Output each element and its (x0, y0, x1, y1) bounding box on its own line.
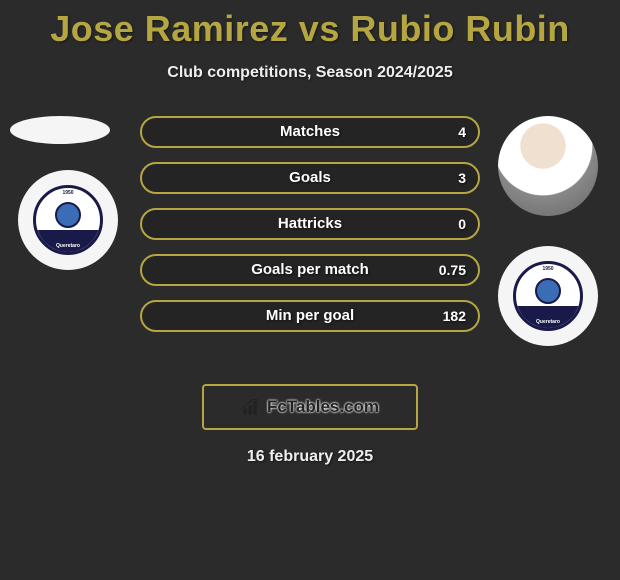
stat-label: Min per goal (142, 302, 478, 330)
club-badge-text-top: 1950 (542, 266, 553, 272)
stat-value-right: 4 (458, 118, 466, 146)
stat-bar: Min per goal 182 (140, 300, 480, 332)
stat-label: Hattricks (142, 210, 478, 238)
player-right-club-badge: 1950 Queretaro (498, 246, 598, 346)
club-badge-text-bottom: Queretaro (536, 319, 560, 325)
stat-label: Matches (142, 118, 478, 146)
club-badge-ball-icon (535, 278, 561, 304)
comparison-content: 1950 Queretaro 1950 Queretaro Matches 4 … (0, 116, 620, 376)
brand-box: FcTables.com (202, 384, 418, 430)
stat-label: Goals (142, 164, 478, 192)
player-left-club-badge: 1950 Queretaro (18, 170, 118, 270)
season-subtitle: Club competitions, Season 2024/2025 (0, 64, 620, 82)
comparison-title: Jose Ramirez vs Rubio Rubin (0, 0, 620, 50)
club-badge-text-bottom: Queretaro (56, 243, 80, 249)
player-left-avatar-placeholder (10, 116, 110, 144)
stat-value-right: 0.75 (439, 256, 466, 284)
player-right-avatar (498, 116, 598, 216)
stat-bar: Goals per match 0.75 (140, 254, 480, 286)
club-badge-ball-icon (55, 202, 81, 228)
stat-bar: Hattricks 0 (140, 208, 480, 240)
club-badge-text-top: 1950 (62, 190, 73, 196)
stat-value-right: 3 (458, 164, 466, 192)
stat-bar: Matches 4 (140, 116, 480, 148)
stat-label: Goals per match (142, 256, 478, 284)
stat-value-right: 182 (443, 302, 466, 330)
brand-text: FcTables.com (267, 397, 379, 417)
stat-value-right: 0 (458, 210, 466, 238)
date-caption: 16 february 2025 (0, 448, 620, 466)
stats-bars: Matches 4 Goals 3 Hattricks 0 Goals per … (140, 116, 480, 346)
stat-bar: Goals 3 (140, 162, 480, 194)
bar-chart-icon (241, 397, 261, 417)
